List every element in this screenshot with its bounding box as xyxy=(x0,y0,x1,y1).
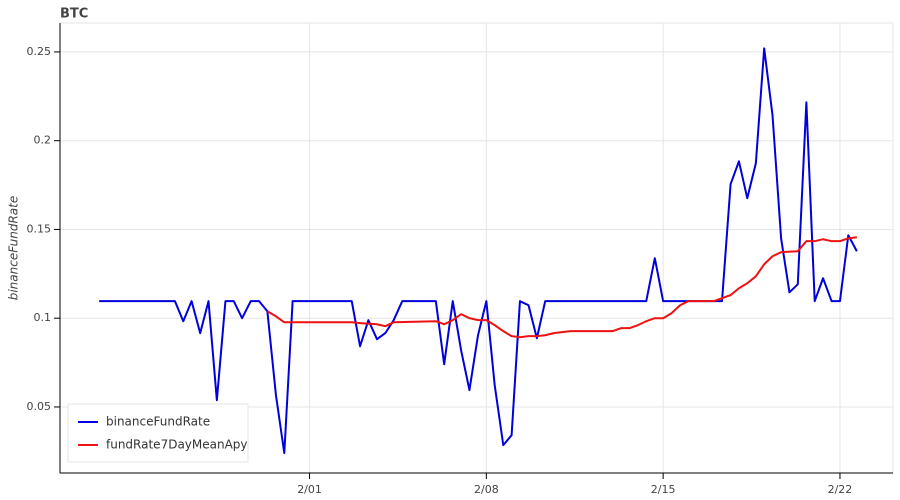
data-line xyxy=(99,47,858,455)
data-line xyxy=(266,236,858,339)
legend-box xyxy=(67,403,249,463)
y-tick-label: 0.25 xyxy=(27,45,52,58)
chart-title: BTC xyxy=(60,7,88,22)
y-tick-label: 0.2 xyxy=(34,134,52,147)
x-tick-label: 2/08 xyxy=(474,483,499,496)
y-tick-label: 0.1 xyxy=(34,311,52,324)
y-tick-label: 0.15 xyxy=(27,222,52,235)
y-axis-label: binanceFundRate xyxy=(7,196,21,301)
x-tick-label: 2/15 xyxy=(651,483,676,496)
x-tick-label: 2/01 xyxy=(297,483,322,496)
y-tick-label: 0.05 xyxy=(27,400,52,413)
legend-label: fundRate7DayMeanApy xyxy=(106,438,248,452)
legend-label: binanceFundRate xyxy=(106,415,210,429)
x-tick-label: 2/22 xyxy=(828,483,853,496)
